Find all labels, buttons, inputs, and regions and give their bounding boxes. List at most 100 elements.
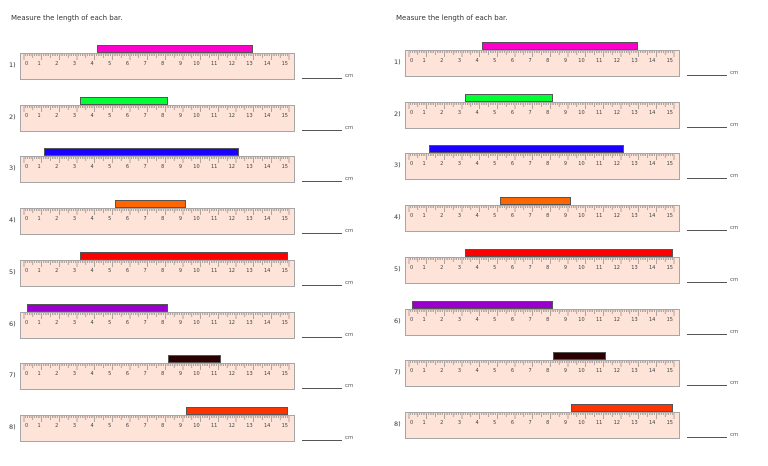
measure-bar — [429, 145, 624, 154]
svg-text:12: 12 — [229, 164, 235, 170]
ruler-ticks: 0 1 2 3 4 5 6 7 8 9 10 11 12 13 14 15 — [23, 105, 290, 119]
svg-text:3: 3 — [458, 213, 461, 219]
problem-5: 5) 0 1 2 3 4 5 6 7 8 9 10 11 12 13 14 15 cm — [0, 248, 384, 298]
svg-text:10: 10 — [578, 213, 584, 219]
svg-text:8: 8 — [161, 268, 164, 274]
svg-text:13: 13 — [631, 420, 637, 426]
svg-text:14: 14 — [649, 317, 655, 323]
svg-text:12: 12 — [614, 265, 620, 271]
svg-text:2: 2 — [55, 113, 58, 119]
worksheet-column-2: Measure the length of each bar. 1) 0 1 2 3 4 5 6… — [385, 0, 768, 466]
svg-text:15: 15 — [282, 216, 288, 222]
svg-text:14: 14 — [649, 58, 655, 64]
svg-text:6: 6 — [511, 368, 514, 374]
svg-text:1: 1 — [422, 161, 425, 167]
problem-number: 7) — [9, 371, 16, 380]
worksheet-column-1: Measure the length of each bar. 1) 0 1 2 3 4 5 6… — [0, 14, 384, 442]
svg-text:7: 7 — [143, 268, 146, 274]
ruler: 0 1 2 3 4 5 6 7 8 9 10 11 12 13 14 15 — [405, 50, 680, 77]
ruler: 0 1 2 3 4 5 6 7 8 9 10 11 12 13 14 15 — [20, 259, 295, 287]
svg-text:6: 6 — [126, 268, 129, 274]
answer-blank[interactable] — [687, 436, 727, 438]
answer-blank[interactable] — [302, 129, 342, 131]
svg-text:4: 4 — [90, 216, 93, 222]
svg-text:7: 7 — [143, 164, 146, 170]
ruler: 0 1 2 3 4 5 6 7 8 9 10 11 12 13 14 15 — [20, 156, 295, 184]
svg-text:4: 4 — [475, 265, 478, 271]
svg-text:9: 9 — [179, 164, 182, 170]
ruler: 0 1 2 3 4 5 6 7 8 9 10 11 12 13 14 15 — [20, 363, 295, 391]
ruler: 0 1 2 3 4 5 6 7 8 9 10 11 12 13 14 15 — [405, 101, 680, 129]
problem-4: 4) 0 1 2 3 4 5 6 7 8 9 10 11 12 13 14 15 cm — [0, 196, 384, 246]
svg-text:10: 10 — [578, 161, 584, 167]
unit-label: cm — [345, 228, 354, 235]
svg-text:15: 15 — [667, 213, 673, 219]
svg-text:6: 6 — [126, 61, 129, 67]
answer-blank[interactable] — [687, 230, 727, 232]
svg-text:12: 12 — [614, 58, 620, 64]
measure-bar — [499, 197, 571, 206]
svg-text:11: 11 — [596, 161, 602, 167]
svg-text:9: 9 — [564, 110, 567, 116]
problem-number: 3) — [9, 164, 16, 173]
problem-1: 1) 0 1 2 3 4 5 6 7 8 9 10 11 12 13 14 15 cm — [385, 38, 768, 88]
answer-blank[interactable] — [302, 336, 342, 338]
svg-text:11: 11 — [211, 371, 217, 377]
problem-number: 8) — [9, 422, 16, 431]
svg-text:6: 6 — [511, 265, 514, 271]
ruler-ticks: 0 1 2 3 4 5 6 7 8 9 10 11 12 13 14 15 — [408, 257, 675, 271]
svg-text:15: 15 — [667, 110, 673, 116]
answer-blank[interactable] — [687, 385, 727, 387]
svg-text:8: 8 — [161, 164, 164, 170]
svg-text:3: 3 — [73, 320, 76, 326]
unit-label: cm — [345, 73, 354, 79]
svg-text:7: 7 — [528, 420, 531, 426]
problem-number: 7) — [394, 368, 401, 377]
answer-blank[interactable] — [302, 388, 342, 390]
svg-text:2: 2 — [440, 265, 443, 271]
problem-2: 2) 0 1 2 3 4 5 6 7 8 9 10 11 12 13 14 15 cm — [385, 90, 768, 140]
svg-text:15: 15 — [667, 58, 673, 64]
ruler-ticks: 0 1 2 3 4 5 6 7 8 9 10 11 12 13 14 15 — [408, 206, 675, 219]
ruler-ticks: 0 1 2 3 4 5 6 7 8 9 10 11 12 13 14 15 — [23, 157, 290, 170]
svg-text:10: 10 — [193, 61, 199, 67]
svg-text:15: 15 — [667, 161, 673, 167]
answer-blank[interactable] — [302, 233, 342, 235]
svg-text:8: 8 — [546, 368, 549, 374]
measure-bar — [97, 45, 253, 53]
svg-text:11: 11 — [596, 368, 602, 374]
svg-text:5: 5 — [493, 58, 496, 64]
problem-number: 4) — [9, 216, 16, 225]
problem-3: 3) 0 1 2 3 4 5 6 7 8 9 10 11 12 13 14 15 cm — [0, 144, 384, 194]
answer-blank[interactable] — [687, 75, 727, 76]
answer-blank[interactable] — [302, 284, 342, 286]
svg-text:6: 6 — [126, 113, 129, 119]
svg-text:6: 6 — [511, 58, 514, 64]
answer-blank[interactable] — [687, 126, 727, 128]
svg-text:5: 5 — [108, 371, 111, 377]
svg-text:9: 9 — [179, 216, 182, 222]
svg-text:13: 13 — [631, 265, 637, 271]
svg-text:8: 8 — [161, 320, 164, 326]
answer-blank[interactable] — [302, 439, 342, 441]
svg-text:0: 0 — [410, 368, 413, 374]
svg-text:1: 1 — [37, 61, 40, 67]
svg-text:1: 1 — [422, 265, 425, 271]
svg-text:0: 0 — [25, 113, 28, 119]
problem-number: 2) — [9, 112, 16, 121]
svg-text:1: 1 — [422, 110, 425, 116]
svg-text:4: 4 — [475, 213, 478, 219]
answer-blank[interactable] — [302, 78, 342, 79]
svg-text:14: 14 — [264, 61, 270, 67]
answer-blank[interactable] — [687, 178, 727, 180]
svg-text:12: 12 — [614, 213, 620, 219]
answer-blank[interactable] — [302, 181, 342, 183]
svg-text:15: 15 — [667, 317, 673, 323]
problem-7: 7) 0 1 2 3 4 5 6 7 8 9 10 11 12 13 14 15 cm — [385, 348, 768, 398]
svg-text:4: 4 — [90, 320, 93, 326]
answer-blank[interactable] — [687, 281, 727, 283]
problem-number: 6) — [394, 316, 401, 325]
answer-blank[interactable] — [687, 333, 727, 335]
svg-text:3: 3 — [73, 113, 76, 119]
ruler-ticks: 0 1 2 3 4 5 6 7 8 9 10 11 12 13 14 15 — [23, 364, 290, 377]
